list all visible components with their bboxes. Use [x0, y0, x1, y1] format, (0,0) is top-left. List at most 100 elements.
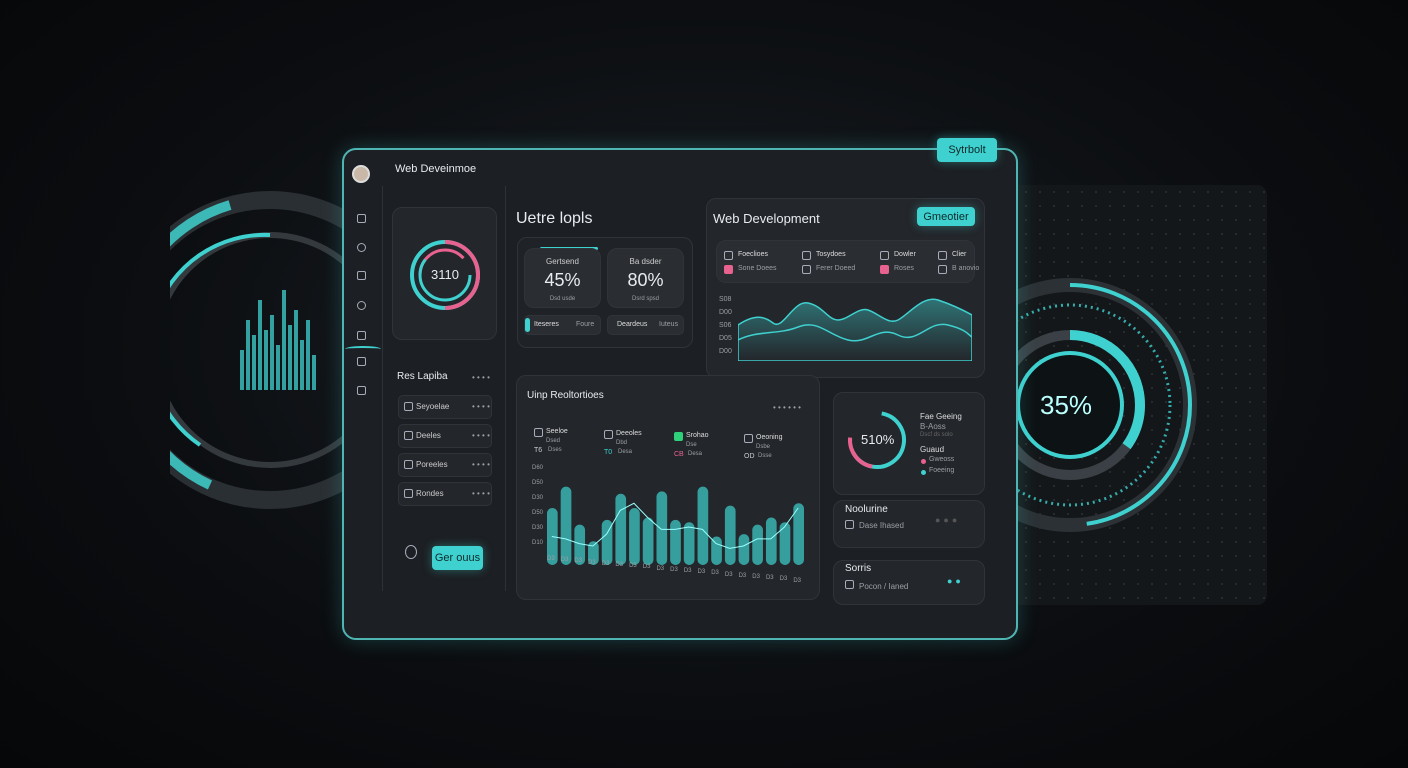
avatar[interactable]: [352, 165, 370, 183]
y-tick-label: D50: [532, 480, 544, 486]
list-action-button[interactable]: Ger ouus: [432, 546, 483, 570]
bar-chart-more[interactable]: • • • • • •: [773, 403, 801, 412]
list-item-label: Seyoelae: [416, 402, 450, 411]
donut-chart: [410, 240, 480, 310]
gauge-value: 510%: [861, 432, 895, 447]
x-tick-label: D3: [574, 558, 583, 565]
gauge-line: B-Aoss: [920, 422, 946, 431]
y-tick-label: D00: [719, 309, 732, 316]
decor-bar: [276, 345, 280, 390]
legend-label: Foeclioes: [738, 251, 768, 258]
legend-label: Dowler: [894, 251, 916, 258]
x-tick-label: D3: [697, 569, 706, 576]
list-item-more[interactable]: • • • •: [472, 460, 490, 469]
bar: [642, 517, 654, 565]
legend-sub: Ferer Doeed: [816, 265, 856, 272]
legend-label: Oeoning: [756, 434, 783, 441]
x-tick-label: D3: [629, 563, 637, 570]
decor-bar: [294, 310, 298, 390]
settings-icon[interactable]: [357, 301, 366, 310]
decor-bar: [270, 315, 274, 390]
legend-label: Tosydoes: [816, 251, 846, 258]
series-card[interactable]: [833, 560, 985, 605]
list-item[interactable]: [398, 395, 492, 419]
decor-bar: [264, 330, 268, 390]
legend-swatch: [938, 265, 947, 274]
chart-icon: [845, 520, 854, 529]
bar: [588, 541, 599, 565]
legend-label: Deeoles: [616, 430, 642, 437]
bar-chart-title: Uinp Reoltortioes: [527, 390, 604, 401]
user-avatar-icon: [405, 545, 417, 559]
file-icon: [404, 402, 413, 411]
legend-icon: [604, 430, 613, 439]
x-tick-label: D3: [793, 577, 801, 584]
trend-line: [551, 502, 799, 549]
left-decorative-gauge: [170, 191, 370, 509]
legend-swatch: [880, 265, 889, 274]
bar: [574, 524, 586, 565]
x-tick-label: D3: [547, 556, 555, 562]
list-item-label: Rondes: [416, 489, 444, 498]
notifications-card[interactable]: [833, 500, 985, 548]
legend-icon: [744, 434, 753, 443]
x-tick-label: D3: [642, 564, 651, 571]
bar: [629, 508, 640, 565]
y-tick-label: D60: [532, 465, 544, 471]
sidebar-divider: [382, 186, 383, 591]
gauge-line: Fae Geeing: [920, 412, 962, 421]
list-item[interactable]: [398, 482, 492, 506]
web-dev-button[interactable]: Gmeotier: [917, 207, 975, 226]
y-tick-label: D30: [532, 495, 544, 501]
home-icon[interactable]: [357, 214, 366, 223]
bar: [765, 517, 777, 565]
tablet-icon[interactable]: [357, 331, 366, 340]
legend-icon: [534, 428, 543, 437]
document-icon-2[interactable]: [357, 386, 366, 395]
x-tick-label: D3: [724, 571, 733, 578]
list-item[interactable]: [398, 424, 492, 448]
list-icon[interactable]: [357, 271, 366, 280]
donut-value: 3110: [431, 267, 459, 282]
list-more[interactable]: • • • •: [472, 373, 490, 382]
y-tick-label: D10: [532, 540, 544, 546]
gauge-ring: [848, 411, 906, 469]
bar: [738, 534, 750, 565]
legend-sub: B anovio: [952, 265, 980, 272]
list-item[interactable]: [398, 453, 492, 477]
series-sub: Pocon / Ianed: [859, 582, 909, 591]
document-icon[interactable]: [357, 357, 366, 366]
legend-icon: [674, 432, 683, 441]
bar: [752, 524, 763, 565]
y-tick-label: D30: [532, 525, 544, 531]
y-tick-label: D00: [719, 348, 732, 355]
stat-value: 45%: [544, 270, 581, 290]
legend-swatch: [724, 265, 733, 274]
web-dev-legend: [716, 240, 975, 283]
legend-sub: Dse: [686, 442, 697, 448]
list-item-more[interactable]: • • • •: [472, 431, 490, 440]
header-action-button[interactable]: Sytrbolt: [937, 138, 997, 162]
stat-bar-right: Foure: [576, 321, 595, 328]
list-item-more[interactable]: • • • •: [472, 489, 490, 498]
user-icon[interactable]: [357, 243, 366, 252]
x-tick-label: D3: [752, 574, 760, 580]
legend-swatch: [802, 265, 811, 274]
stat-bar-right: Iuteus: [659, 321, 679, 328]
legend-code-label: Dsse: [758, 453, 772, 459]
decor-bar: [240, 350, 244, 390]
bar: [724, 505, 736, 565]
gauge-legend-label: Gweoss: [929, 456, 955, 463]
stat-label: Ba dsder: [629, 257, 662, 266]
stats-title: Uetre lopls: [516, 210, 593, 227]
x-tick-label: D3: [560, 557, 569, 564]
decor-bar: [288, 325, 292, 390]
legend-code-label: Desa: [688, 451, 703, 457]
list-item-more[interactable]: • • • •: [472, 402, 490, 411]
bar: [697, 486, 709, 565]
area-series-2: [738, 323, 972, 342]
stat-card: [607, 248, 684, 308]
wave-icon[interactable]: [345, 346, 381, 352]
legend-sub: Dsbe: [756, 444, 771, 450]
stat-bar-label: Deardeus: [617, 321, 648, 328]
